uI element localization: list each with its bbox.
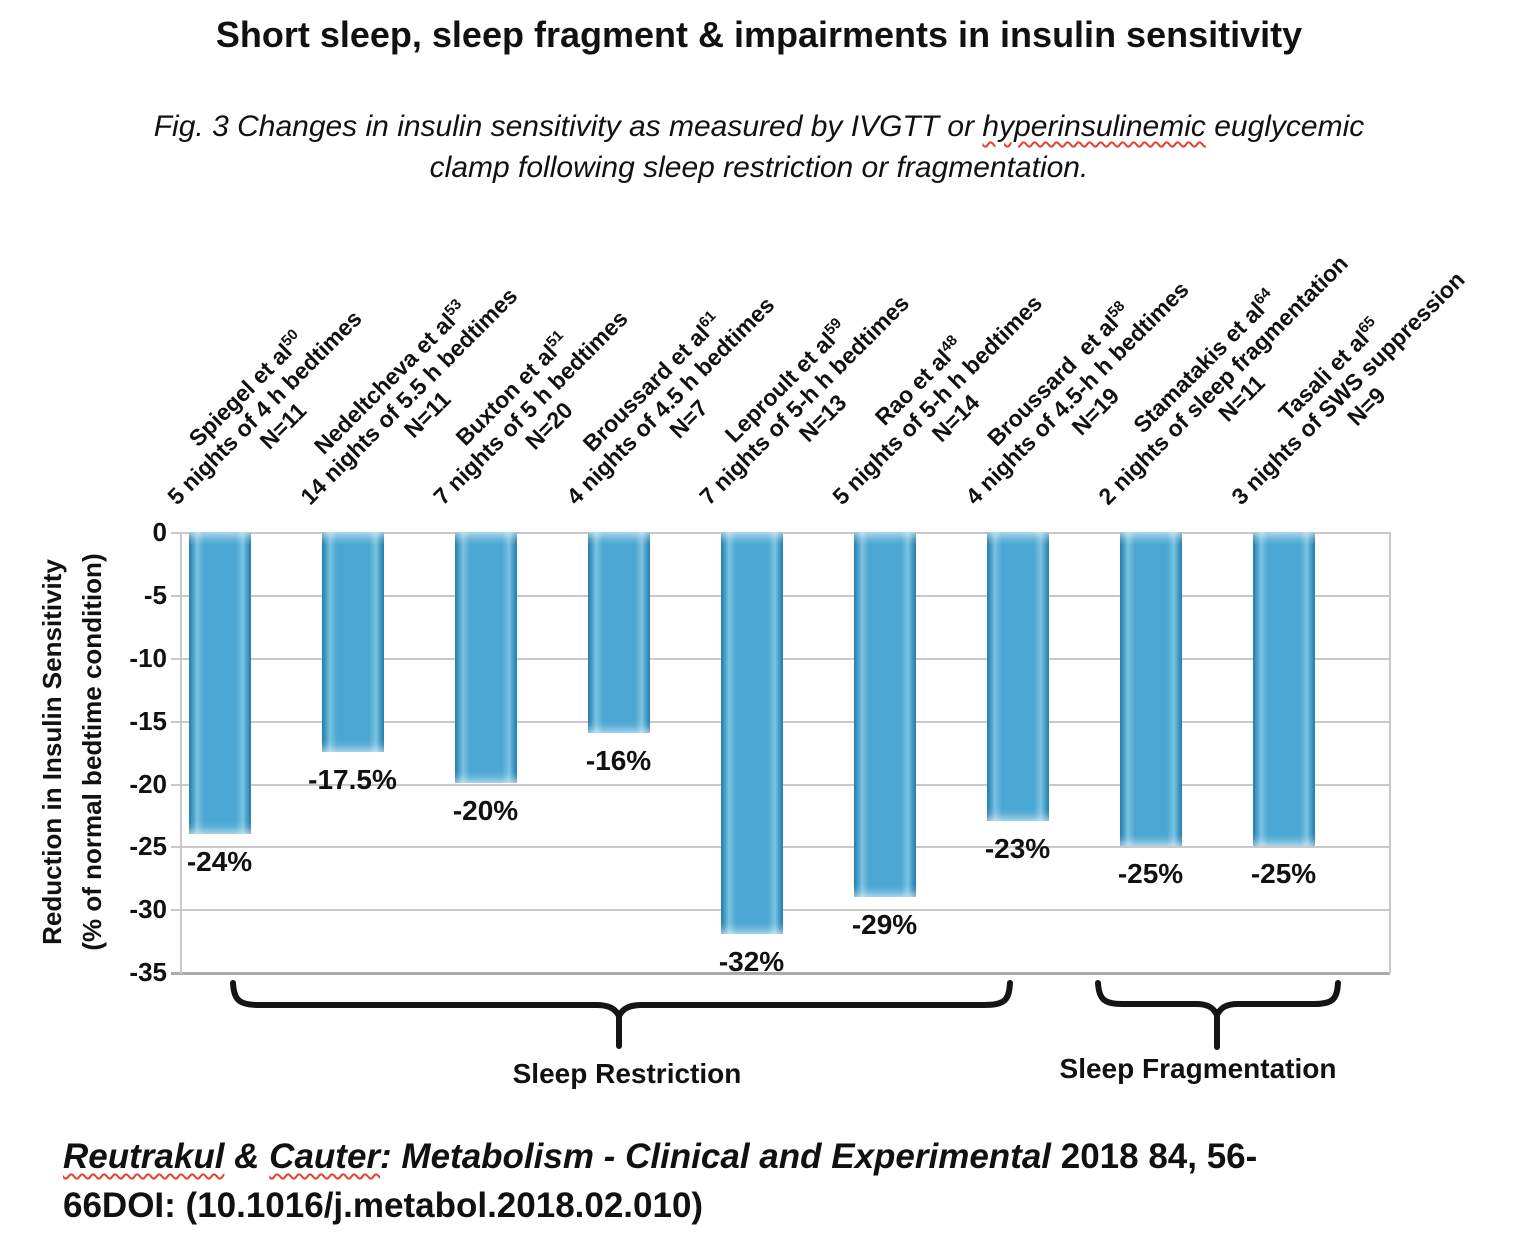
value-label: -20% <box>452 795 519 826</box>
sleep-restriction-brace <box>230 980 1013 1023</box>
x-axis-line <box>171 972 1390 975</box>
caption-text-before: Fig. 3 Changes in insulin sensitivity as… <box>153 110 983 143</box>
y-tick-5: -5 <box>143 580 167 610</box>
value-label: -16% <box>585 745 652 776</box>
plot-right-border <box>1389 532 1391 974</box>
y-tick-25: -25 <box>129 831 167 861</box>
citation-doi: 66DOI: (10.1016/j.metabol.2018.02.010) <box>63 1186 704 1225</box>
y-tick-20: -20 <box>129 769 167 799</box>
bar <box>853 532 916 897</box>
value-label: -25% <box>1250 858 1317 889</box>
citation-year-pages: 2018 84, 56- <box>1051 1137 1258 1176</box>
y-tick-10: -10 <box>129 643 167 673</box>
bar <box>587 532 650 733</box>
value-label: -32% <box>718 946 785 977</box>
group-label-sleep-restriction: Sleep Restriction <box>512 1058 742 1089</box>
value-label: -23% <box>984 833 1051 864</box>
bar <box>1119 532 1182 846</box>
bar <box>321 532 384 752</box>
value-label: -25% <box>1117 858 1184 889</box>
bar <box>454 532 517 783</box>
citation-journal: : Metabolism - Clinical and Experimental <box>380 1137 1052 1176</box>
y-axis-line <box>180 532 182 974</box>
bar <box>720 532 783 934</box>
value-label: -17.5% <box>308 764 397 795</box>
group-label-sleep-fragmentation: Sleep Fragmentation <box>1059 1053 1337 1084</box>
y-tick-0: 0 <box>152 517 167 547</box>
caption-misspelled-word: hyperinsulinemic <box>982 110 1206 143</box>
value-label: -24% <box>186 846 253 877</box>
citation-author-2: Cauter <box>269 1137 381 1176</box>
y-tick-35: -35 <box>129 957 167 987</box>
citation: Reutrakul & Cauter: Metabolism - Clinica… <box>63 1132 1483 1230</box>
figure-title: Short sleep, sleep fragment & impairment… <box>215 14 1303 55</box>
citation-separator: & <box>224 1137 270 1176</box>
caption-text-after: euglycemic <box>1205 110 1365 143</box>
y-tick-15: -15 <box>129 706 167 736</box>
bar <box>188 532 251 834</box>
y-tick-30: -30 <box>129 894 167 924</box>
bar <box>986 532 1049 821</box>
bar <box>1252 532 1315 846</box>
caption-line2: clamp following sleep restriction or fra… <box>429 151 1089 184</box>
figure-caption: Fig. 3 Changes in insulin sensitivity as… <box>64 106 1454 188</box>
value-label: -29% <box>851 909 918 940</box>
citation-author-1: Reutrakul <box>63 1137 225 1176</box>
